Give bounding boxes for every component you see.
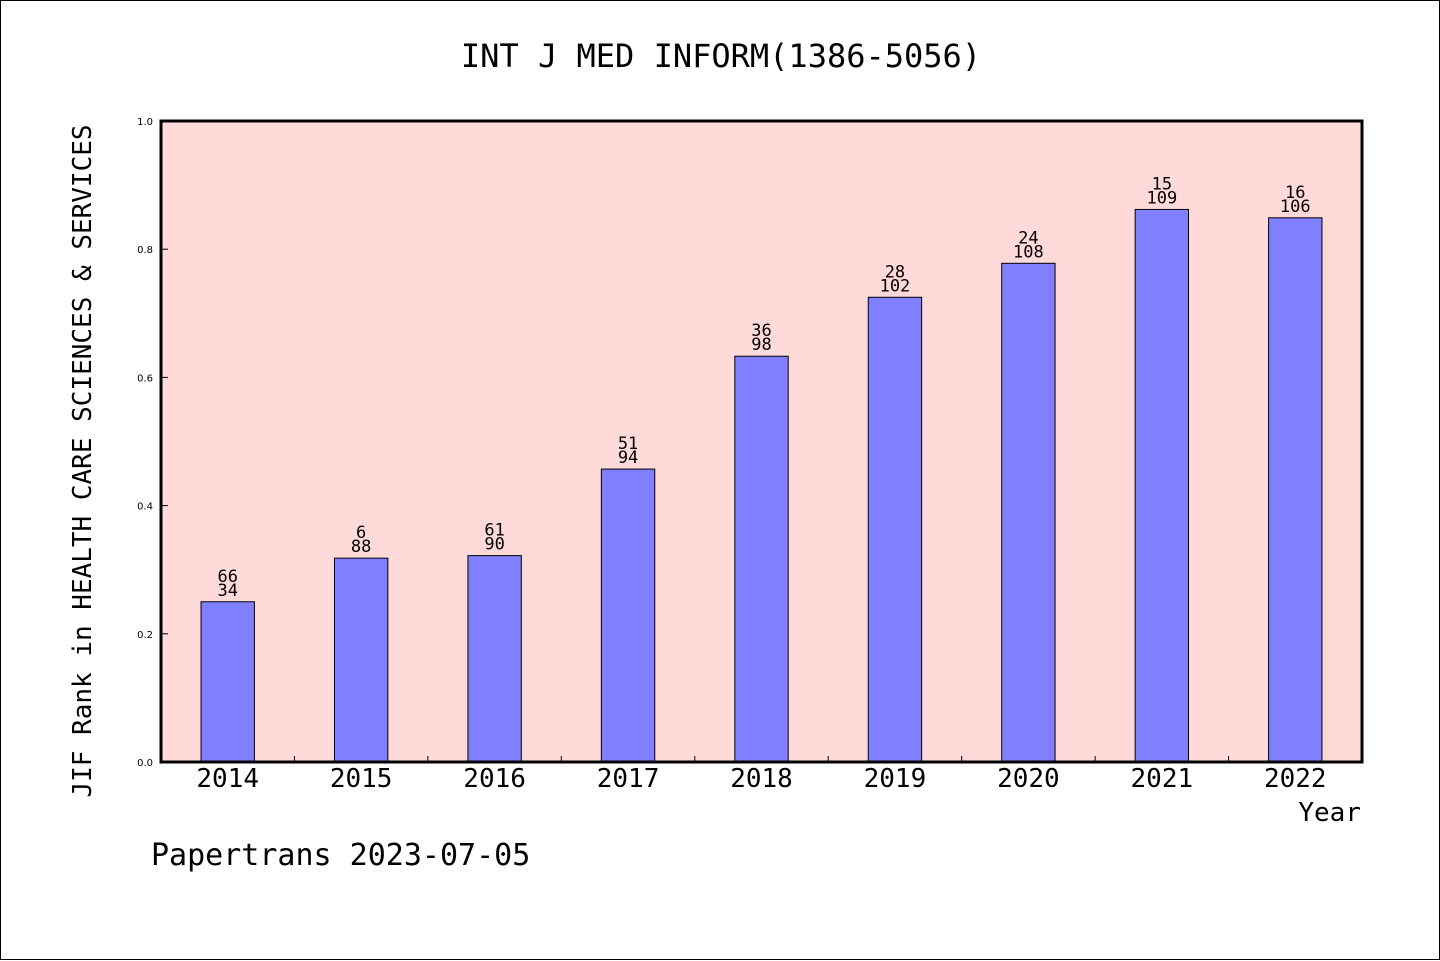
bar-total-label: 102 — [880, 276, 911, 296]
y-axis-label: JIF Rank in HEALTH CARE SCIENCES & SERVI… — [68, 124, 98, 797]
bar-rank-label: 51 — [618, 434, 638, 454]
x-tick-label: 2014 — [196, 764, 259, 794]
x-tick-label: 2015 — [330, 764, 393, 794]
y-tick-label: 0.4 — [137, 502, 153, 513]
x-tick-label: 2017 — [597, 764, 660, 794]
bar-2020 — [1001, 262, 1056, 763]
bar-rank-label: 24 — [1018, 228, 1038, 248]
y-tick-label: 0.8 — [137, 245, 153, 256]
x-tick-label: 2021 — [1131, 764, 1194, 794]
bar-2016 — [467, 555, 522, 763]
bar-2021 — [1134, 208, 1190, 763]
x-tick-label: 2020 — [997, 764, 1060, 794]
x-tick-label: 2016 — [463, 764, 526, 794]
bar-rank-label: 6 — [356, 523, 366, 543]
bar-total-label: 34 — [217, 581, 237, 601]
x-axis-ticks: 2014 2015 2016 2017 2018 2019 2020 2021 2022 — [196, 756, 1327, 794]
bar-total-label: 94 — [618, 448, 638, 468]
bar-2015 — [333, 557, 389, 763]
bar-rank-label: 61 — [484, 521, 504, 541]
bar-2014 — [200, 601, 255, 763]
bar-2017 — [600, 468, 656, 763]
y-tick-label: 0.6 — [137, 373, 153, 384]
bar-total-label: 90 — [484, 535, 504, 555]
y-tick-label: 0.2 — [137, 630, 153, 641]
bar-total-label: 88 — [351, 537, 371, 557]
x-axis-label: Year — [1298, 798, 1361, 828]
bar-total-label: 98 — [751, 335, 771, 355]
bar-2019 — [867, 296, 923, 763]
bar-rank-label: 66 — [217, 567, 237, 587]
bar-total-label: 106 — [1280, 197, 1311, 217]
x-tick-label: 2022 — [1264, 764, 1327, 794]
bar-rank-label: 15 — [1152, 174, 1172, 194]
watermark-text: Papertrans 2023-07-05 — [151, 838, 530, 873]
x-tick-label: 2018 — [730, 764, 793, 794]
chart-title: INT J MED INFORM(1386-5056) — [461, 37, 981, 75]
bar-rank-label: 28 — [885, 262, 905, 282]
y-tick-label: 1.0 — [137, 117, 153, 128]
bar-total-label: 108 — [1013, 242, 1044, 262]
bar-total-label: 109 — [1146, 188, 1177, 208]
y-tick-label: 0.0 — [137, 758, 153, 769]
plot-border — [159, 119, 1364, 764]
bar-2018 — [734, 355, 789, 763]
x-tick-label: 2019 — [864, 764, 927, 794]
bar-2022 — [1268, 217, 1323, 763]
bar-rank-label: 36 — [751, 321, 771, 341]
bar-rank-label: 16 — [1285, 183, 1305, 203]
